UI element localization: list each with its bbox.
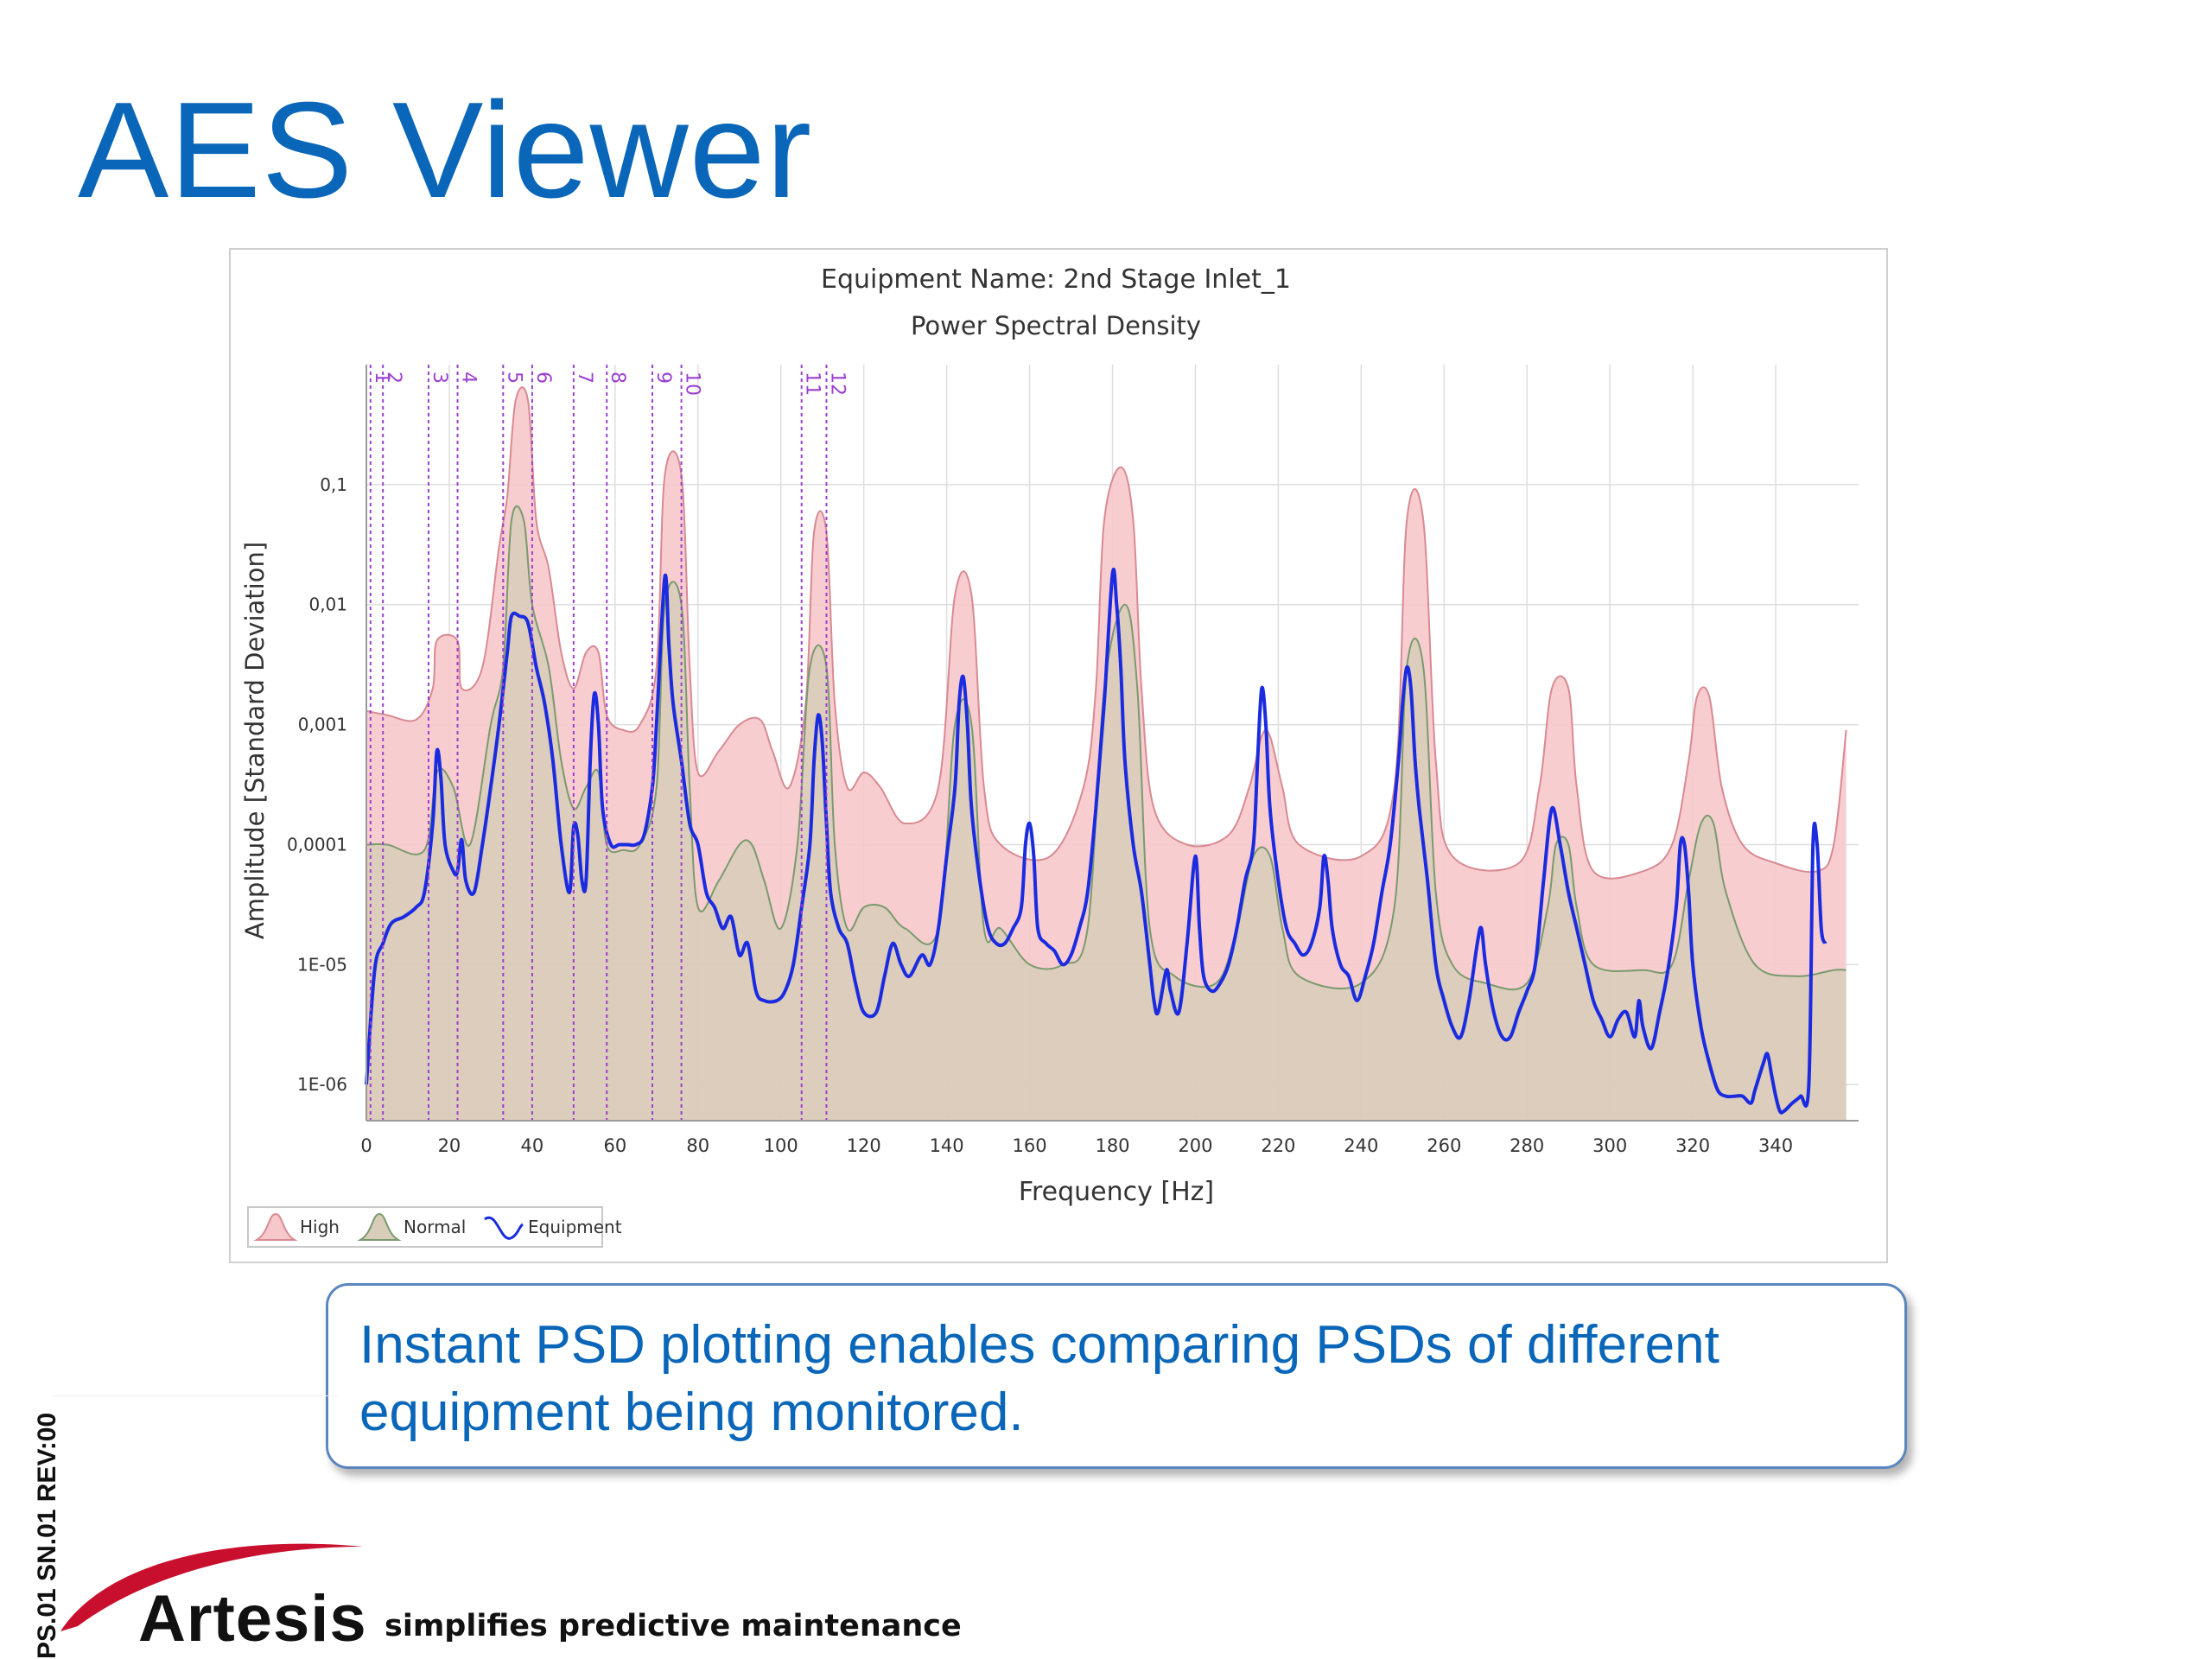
legend-swatch-equipment-icon [484, 1216, 524, 1240]
x-tick-label: 140 [930, 1135, 964, 1156]
x-tick-label: 160 [1013, 1135, 1047, 1156]
logo-wordmark: Artesis [138, 1582, 367, 1656]
x-tick-label: 0 [360, 1135, 372, 1156]
legend-item-high[interactable]: High [253, 1212, 340, 1241]
marker-label-1: 1 [371, 372, 392, 384]
x-tick-label: 180 [1095, 1135, 1129, 1156]
x-tick-label: 300 [1592, 1135, 1627, 1156]
legend-label-high: High [300, 1217, 340, 1237]
series-line-equipment [365, 567, 1827, 1115]
legend-item-normal[interactable]: Normal [357, 1212, 466, 1241]
marker-label-8: 8 [607, 372, 628, 384]
series-area-normal [366, 505, 1847, 1121]
x-tick-label: 60 [603, 1135, 626, 1156]
marker-label-6: 6 [532, 372, 554, 384]
marker-label-12: 12 [826, 372, 848, 396]
chart-svg: Equipment Name: 2nd Stage Inlet_1 Power … [240, 264, 1859, 1248]
legend-swatch-high-icon [253, 1212, 298, 1241]
chart-title: Equipment Name: 2nd Stage Inlet_1 [821, 264, 1291, 295]
x-axis-label: Frequency [Hz] [1019, 1177, 1214, 1207]
marker-label-3: 3 [429, 372, 450, 384]
y-tick-label: 0,01 [308, 594, 347, 615]
x-tick-label: 20 [438, 1135, 461, 1156]
marker-label-9: 9 [652, 372, 674, 384]
x-tick-label: 100 [764, 1135, 798, 1156]
slide-title: AES Viewer [78, 74, 813, 226]
psd-chart: Equipment Name: 2nd Stage Inlet_1 Power … [229, 248, 1888, 1263]
series-outline-high [365, 386, 1847, 880]
marker-label-11: 11 [802, 372, 823, 396]
legend-swatch-normal-icon [357, 1212, 402, 1241]
callout-box: Instant PSD plotting enables comparing P… [326, 1283, 1907, 1469]
legend-box [247, 1206, 603, 1248]
x-tick-label: 200 [1178, 1135, 1212, 1156]
marker-label-4: 4 [458, 372, 480, 384]
marker-label-10: 10 [682, 372, 703, 396]
x-tick-label: 280 [1510, 1135, 1544, 1156]
y-axis-label: Amplitude [Standard Deviation] [240, 542, 270, 939]
x-tick-label: 120 [847, 1135, 881, 1156]
x-tick-label: 240 [1344, 1135, 1378, 1156]
marker-label-5: 5 [503, 372, 524, 384]
x-tick-label: 80 [686, 1135, 709, 1156]
x-tick-label: 320 [1675, 1135, 1710, 1156]
legend-label-normal: Normal [404, 1217, 466, 1237]
chart-subtitle: Power Spectral Density [911, 311, 1201, 340]
marker-label-2: 2 [383, 372, 404, 384]
y-tick-label: 0,1 [320, 474, 347, 495]
y-tick-label: 0,001 [298, 715, 347, 735]
x-tick-label: 260 [1427, 1135, 1461, 1156]
callout-text: Instant PSD plotting enables comparing P… [359, 1315, 1719, 1442]
x-tick-label: 40 [521, 1135, 544, 1156]
x-tick-label: 220 [1261, 1135, 1295, 1156]
y-tick-label: 1E-05 [297, 954, 347, 975]
divider-line [52, 1395, 337, 1396]
logo-swoosh [60, 1543, 363, 1631]
y-tick-label: 0,0001 [287, 834, 347, 855]
legend-item-equipment[interactable]: Equipment [484, 1216, 622, 1240]
chart-legend[interactable]: High Normal Equipment [247, 1206, 622, 1248]
plot-area: 12 3 4 5 6 7 8 9 10 11 120 20 40 60 80 100 120 140 160 180 2… [287, 365, 1859, 1156]
y-tick-label: 1E-06 [297, 1074, 347, 1095]
x-tick-label: 340 [1758, 1135, 1793, 1156]
artesis-logo: Artesis simplifies predictive maintenanc… [52, 1529, 962, 1659]
marker-label-7: 7 [574, 372, 595, 384]
logo-tagline: simplifies predictive maintenance [385, 1609, 962, 1643]
legend-label-equipment: Equipment [528, 1217, 622, 1237]
